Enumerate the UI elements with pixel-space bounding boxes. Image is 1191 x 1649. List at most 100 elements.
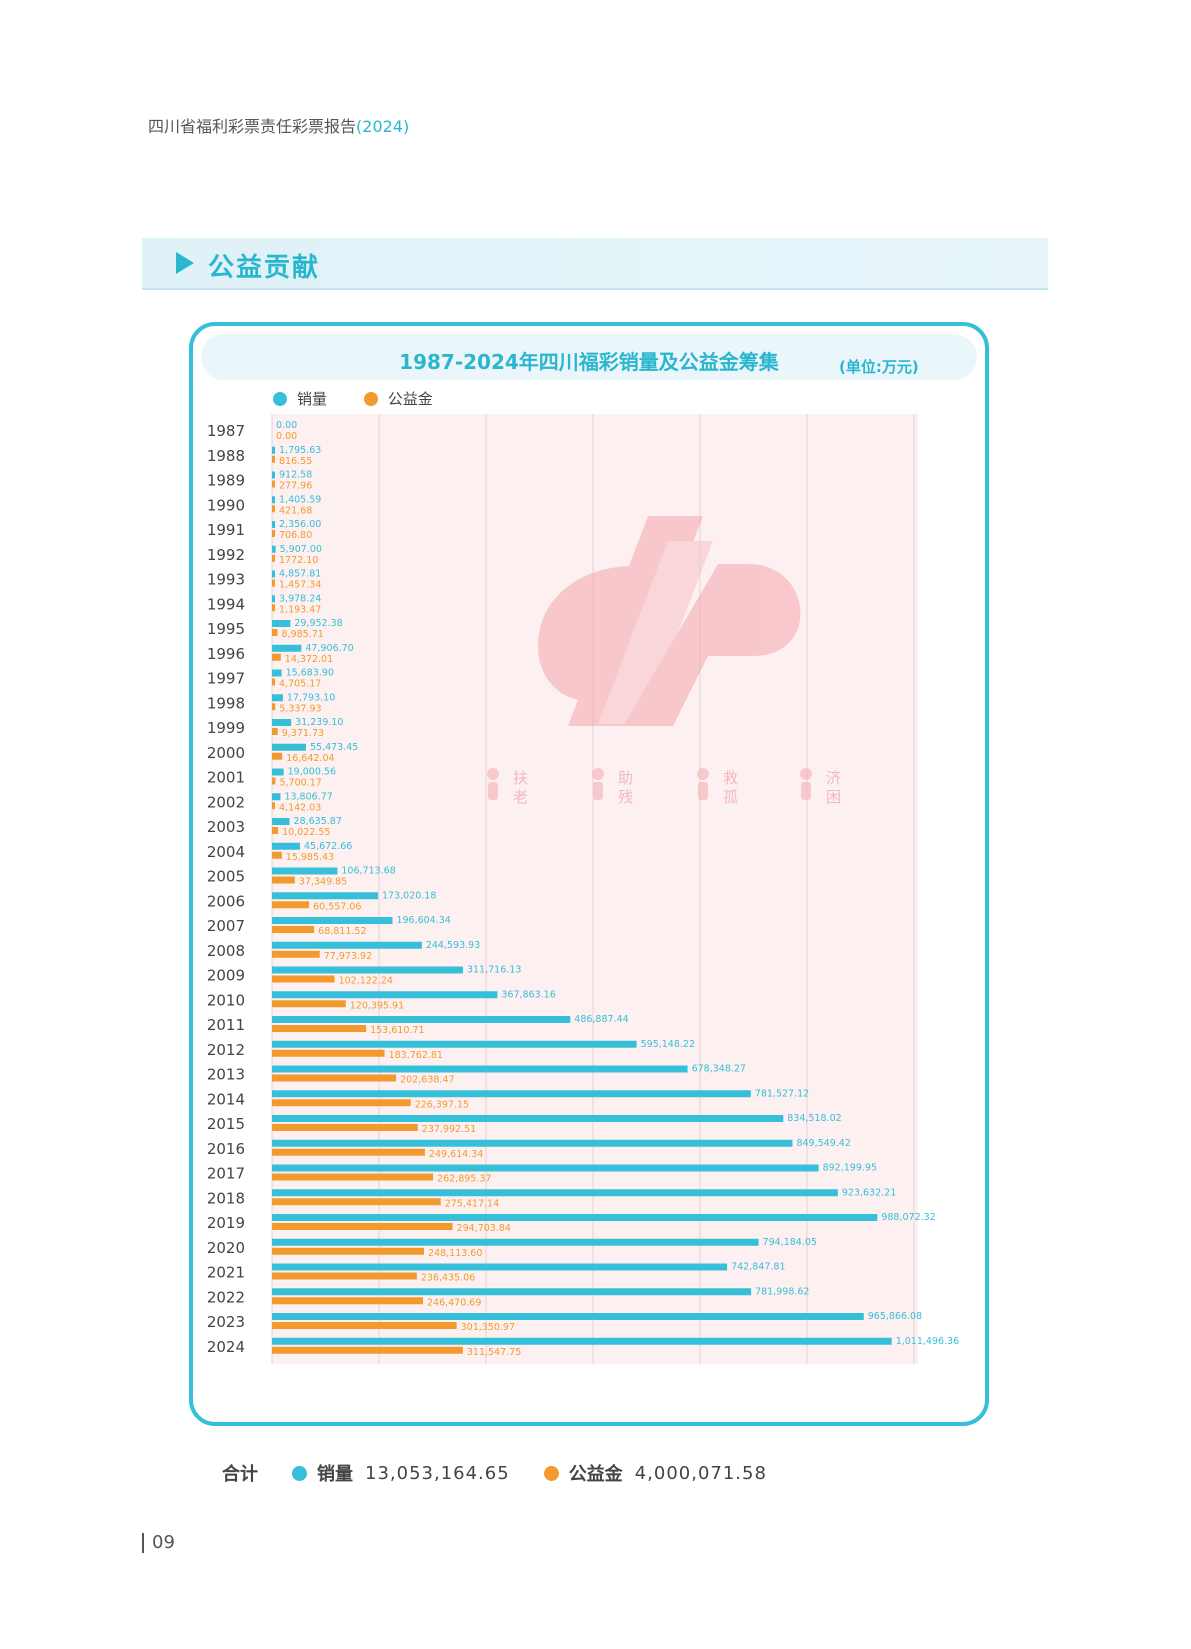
data-label-welfare: 15,985.43: [286, 852, 334, 863]
data-label-welfare: 249,614.34: [429, 1149, 483, 1160]
data-label-sales: 781,998.62: [755, 1286, 809, 1297]
data-label-welfare: 4,705.17: [279, 679, 321, 690]
report-year: (2024): [356, 117, 410, 136]
data-label-sales: 45,672.66: [304, 841, 352, 852]
data-label-welfare: 153,610.71: [370, 1025, 424, 1036]
bar-sales: [272, 1313, 864, 1320]
totals-sales-value: 13,053,164.65: [365, 1462, 510, 1484]
bar-welfare: [272, 579, 275, 587]
data-label-sales: 923,632.21: [842, 1187, 896, 1198]
bar-welfare: [272, 777, 276, 785]
bar-sales: [272, 991, 498, 999]
data-label-welfare: 77,973.92: [324, 951, 372, 962]
data-label-sales: 781,527.12: [755, 1088, 809, 1099]
y-tick-label: 2019: [207, 1214, 245, 1232]
data-label-welfare: 421.68: [279, 505, 312, 516]
bar-sales: [272, 694, 283, 702]
bar-welfare: [272, 530, 275, 537]
bar-welfare: [272, 554, 275, 562]
bar-sales: [272, 1139, 793, 1147]
data-label-sales: 244,593.93: [426, 940, 480, 951]
data-label-sales: 196,604.34: [396, 915, 450, 926]
data-label-sales: 988,072.32: [881, 1212, 935, 1223]
bar-sales: [272, 1337, 892, 1345]
y-tick-label: 2008: [207, 942, 245, 960]
y-tick-label: 2007: [207, 917, 245, 935]
charity-tag-text-1: 助: [618, 769, 633, 787]
bar-welfare: [272, 876, 295, 884]
bar-sales: [272, 1115, 784, 1122]
charity-figure-icon: [698, 782, 708, 800]
bar-sales: [272, 743, 306, 751]
bar-sales: [272, 768, 284, 776]
data-label-sales: 834,518.02: [787, 1113, 841, 1124]
data-label-welfare: 301,350.97: [461, 1322, 515, 1333]
data-label-welfare: 236,435.06: [421, 1273, 475, 1284]
data-label-welfare: 60,557.06: [313, 901, 361, 912]
bar-sales: [272, 545, 276, 553]
bar-welfare: [272, 455, 275, 463]
y-tick-label: 1989: [207, 472, 245, 490]
data-label-welfare: 706.80: [279, 530, 312, 541]
welfare-dot-icon: [543, 1465, 559, 1481]
lottery-logo-watermark: [538, 516, 801, 726]
data-label-sales: 2,356.00: [279, 519, 321, 530]
data-label-sales: 19,000.56: [288, 767, 336, 778]
data-label-welfare: 183,762.81: [389, 1050, 443, 1061]
bar-sales: [272, 595, 275, 603]
data-label-sales: 678,348.27: [692, 1064, 746, 1075]
charity-figure-icon: [593, 782, 603, 800]
bar-sales: [272, 1164, 819, 1172]
y-tick-label: 2004: [207, 843, 245, 861]
data-label-sales: 794,184.05: [763, 1237, 817, 1248]
data-label-sales: 912.58: [279, 470, 312, 481]
data-label-sales: 1,405.59: [279, 494, 321, 505]
y-tick-label: 1993: [207, 571, 245, 589]
bar-welfare: [272, 975, 335, 983]
bar-sales: [272, 1288, 752, 1296]
charity-figure-icon: [487, 768, 499, 780]
data-label-welfare: 1,457.34: [279, 580, 321, 591]
data-label-welfare: 8,985.71: [282, 629, 324, 640]
chart-title: 1987-2024年四川福彩销量及公益金筹集: [399, 350, 779, 374]
data-label-sales: 55,473.45: [310, 742, 358, 753]
data-label-welfare: 275,417.14: [445, 1198, 499, 1209]
legend-dot-sales: [273, 391, 287, 406]
data-label-welfare: 294,703.84: [457, 1223, 511, 1234]
totals-welfare-label: 公益金: [568, 1464, 623, 1485]
chart-unit: (单位:万元): [839, 358, 919, 376]
bar-welfare: [272, 1173, 434, 1181]
bar-welfare: [272, 1074, 397, 1082]
data-label-sales: 17,793.10: [287, 692, 335, 703]
data-label-sales: 849,549.42: [796, 1138, 850, 1149]
y-tick-label: 2022: [207, 1288, 245, 1306]
bar-sales: [272, 1189, 838, 1197]
y-tick-label: 1997: [207, 670, 245, 688]
charity-figure-icon: [800, 768, 812, 780]
data-label-sales: 595,148.22: [641, 1039, 695, 1050]
data-label-sales: 0.00: [276, 420, 297, 431]
y-tick-label: 1996: [207, 645, 245, 663]
y-tick-label: 2015: [207, 1115, 245, 1133]
data-label-sales: 106,713.68: [341, 866, 395, 877]
bar-sales: [272, 1090, 751, 1098]
bar-sales: [272, 966, 463, 974]
charity-figure-icon: [488, 782, 498, 800]
y-tick-label: 2010: [207, 991, 245, 1009]
data-label-welfare: 262,895.37: [437, 1174, 491, 1185]
totals-row: 合计 销量 13,053,164.65 公益金 4,000,071.58: [222, 1460, 801, 1486]
bar-welfare: [272, 827, 279, 834]
bar-welfare: [272, 604, 275, 612]
data-label-sales: 47,906.70: [305, 643, 353, 654]
chart-legend: 销量 公益金: [273, 388, 465, 410]
bar-welfare: [272, 629, 278, 636]
bar-sales: [272, 496, 275, 504]
bar-sales: [272, 818, 290, 825]
totals-label: 合计: [222, 1464, 258, 1485]
bar-sales: [272, 1214, 878, 1221]
y-tick-label: 1995: [207, 620, 245, 638]
bar-welfare: [272, 1000, 346, 1008]
data-label-sales: 486,887.44: [574, 1014, 628, 1025]
data-label-sales: 1,795.63: [279, 445, 321, 456]
y-tick-label: 1987: [207, 422, 245, 440]
